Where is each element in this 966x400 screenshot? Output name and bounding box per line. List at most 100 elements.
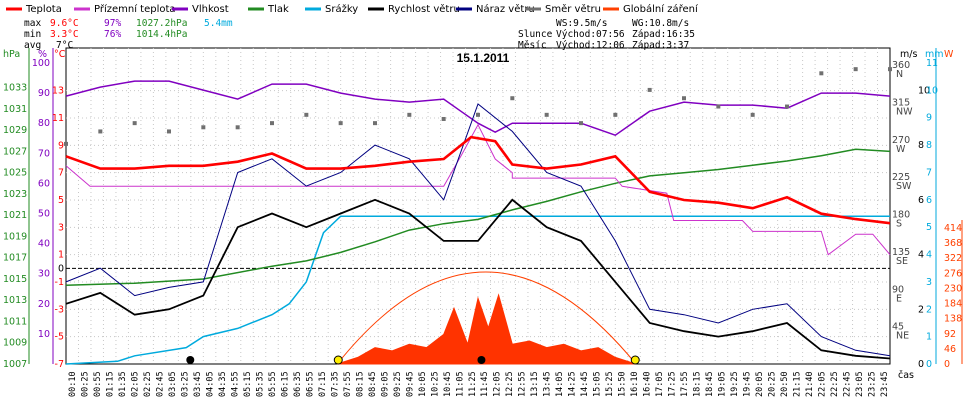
x-tick-label: 23:45 [880, 371, 890, 397]
tick-dir-name: SW [896, 181, 912, 192]
series-radiation [337, 293, 637, 365]
tick-pct: 100 [32, 58, 50, 69]
x-tick-label: 04:35 [218, 371, 228, 397]
wind-dir-point [132, 121, 137, 126]
x-tick-label: 09:05 [380, 371, 390, 397]
x-tick-label: 00:55 [93, 371, 103, 397]
x-tick-label: 18:15 [692, 371, 702, 397]
tick-dir-name: W [896, 144, 906, 155]
x-tick-label: 09:25 [393, 371, 403, 397]
series-pressure [65, 148, 891, 287]
wind-dir-point [167, 129, 171, 134]
sun-set: Západ:16:35 [632, 29, 695, 40]
tick-mm: 4 [926, 250, 932, 261]
series-wind-speed [65, 198, 891, 360]
x-tick-label: 19:45 [742, 371, 752, 397]
x-tick-label: 14:05 [555, 371, 565, 397]
tick-w: 46 [944, 344, 956, 355]
tick-dir-deg: 180 [892, 210, 910, 221]
tick-c: -7 [55, 359, 64, 370]
stats-row-label: avg [24, 40, 41, 51]
wind-dir-point [785, 104, 789, 109]
tick-dir-name: S [896, 219, 902, 230]
tick-mm: 11 [926, 58, 938, 69]
tick-dir-deg: 315 [892, 97, 910, 108]
tick-hpa: 1017 [3, 253, 27, 264]
tick-c: 1 [58, 250, 64, 261]
tick-w: 230 [944, 283, 962, 294]
x-tick-label: 20:25 [767, 371, 777, 397]
x-tick-label: 23:25 [867, 371, 877, 397]
x-tick-label: 05:55 [268, 371, 278, 397]
x-tick-label: 11:45 [480, 371, 490, 397]
tick-w: 0 [944, 359, 950, 370]
x-tick-label: 03:45 [193, 371, 203, 397]
x-tick-label: 05:15 [243, 371, 253, 397]
tick-mm: 1 [926, 332, 932, 343]
legend: Teplota Přízemní teplota Vlhkost Tlak Srážky… [6, 3, 699, 15]
tick-hpa: 1029 [3, 125, 27, 136]
tick-pct: 90 [38, 88, 50, 99]
x-tick-label: 19:25 [730, 371, 740, 397]
wind-dir-point [647, 87, 652, 92]
tick-mm: 0 [926, 359, 932, 370]
tick-pct: 20 [38, 299, 50, 310]
legend-label: Rychlost větru [388, 3, 460, 15]
x-tick-label: 22:25 [830, 371, 840, 397]
x-tick-label: 01:35 [118, 371, 128, 397]
x-tick-label: 10:25 [430, 371, 440, 397]
x-tick-label: 13:45 [543, 371, 553, 397]
series-temperature [65, 135, 891, 225]
tick-hpa: 1025 [3, 168, 27, 179]
x-tick-label: 06:55 [305, 371, 315, 397]
tick-mm: 10 [926, 85, 938, 96]
tick-hpa: 1007 [3, 359, 27, 370]
tick-dir-deg: 90 [892, 284, 904, 295]
tick-dir-deg: 225 [892, 172, 910, 183]
series-ground-temp [65, 123, 891, 256]
tick-c: 3 [58, 222, 64, 233]
legend-label: Přízemní teplota [94, 3, 176, 15]
wind-dir-point [888, 67, 892, 72]
wind-dir-point [201, 125, 206, 130]
axis-unit-c: °C [54, 49, 66, 60]
wg-value: WG:10.8m/s [632, 18, 689, 29]
x-tick-label: 02:45 [156, 371, 166, 397]
axis-unit-mm: mm [925, 49, 944, 60]
tick-c-zero: 0 [58, 263, 64, 274]
stats-value: 3.3°C [50, 29, 79, 40]
x-tick-label: 04:55 [231, 371, 241, 397]
x-tick-label: 17:05 [655, 371, 665, 397]
tick-mm: 5 [926, 222, 932, 233]
x-tick-label: 05:35 [256, 371, 266, 397]
x-tick-label: 09:45 [405, 371, 415, 397]
x-tick-label: 15:50 [618, 371, 628, 397]
wind-dir-point [819, 71, 824, 76]
x-tick-label: 08:45 [368, 371, 378, 397]
tick-hpa: 1015 [3, 274, 27, 285]
wind-dir-point [613, 112, 618, 117]
x-tick-label: 10:05 [418, 371, 428, 397]
tick-c: 7 [58, 168, 64, 179]
tick-mm: 9 [926, 113, 932, 124]
tick-c: -5 [55, 332, 64, 343]
wind-dir-point [338, 121, 343, 126]
wind-dir-point [441, 116, 446, 121]
astro-info: WS:9.5m/s WG:10.8m/s Slunce Východ:07:56 Záp… [518, 18, 695, 51]
tick-ms: 8 [918, 140, 924, 151]
tick-w: 92 [944, 329, 956, 340]
axis-unit-w: W [944, 49, 954, 60]
tick-pct: 70 [38, 148, 50, 159]
x-tick-label: 13:15 [530, 371, 540, 397]
legend-label: Globální záření [623, 3, 699, 15]
tick-c: -3 [55, 304, 64, 315]
x-tick-label: 03:25 [181, 371, 191, 397]
wind-dir-point [476, 112, 480, 117]
legend-label: Srážky [325, 3, 358, 15]
tick-hpa: 1031 [3, 104, 27, 115]
x-tick-label: 16:10 [630, 371, 640, 397]
moon-rise: Východ:12:06 [556, 40, 625, 51]
wind-dir-point [853, 67, 858, 72]
stats-value: 1014.4hPa [136, 29, 187, 40]
